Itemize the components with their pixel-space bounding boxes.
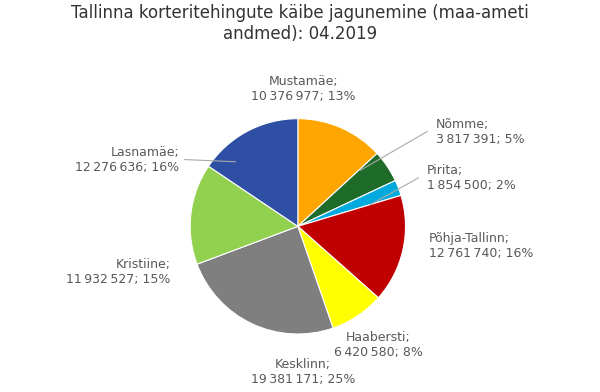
Wedge shape bbox=[298, 195, 406, 298]
Wedge shape bbox=[190, 166, 298, 264]
Wedge shape bbox=[298, 226, 379, 328]
Wedge shape bbox=[209, 119, 298, 226]
Wedge shape bbox=[298, 119, 377, 226]
Text: Lasnamäe;
12 276 636; 16%: Lasnamäe; 12 276 636; 16% bbox=[75, 145, 179, 174]
Text: Mustamäe;
10 376 977; 13%: Mustamäe; 10 376 977; 13% bbox=[251, 74, 355, 103]
Text: Pirita;
1 854 500; 2%: Pirita; 1 854 500; 2% bbox=[427, 164, 516, 192]
Wedge shape bbox=[298, 181, 401, 226]
Text: Haabersti;
6 420 580; 8%: Haabersti; 6 420 580; 8% bbox=[334, 331, 423, 359]
Wedge shape bbox=[298, 153, 395, 226]
Title: Tallinna korteritehingute käibe jagunemine (maa-ameti
andmed): 04.2019: Tallinna korteritehingute käibe jagunemi… bbox=[71, 4, 529, 43]
Text: Nõmme;
3 817 391; 5%: Nõmme; 3 817 391; 5% bbox=[436, 118, 524, 145]
Text: Põhja-Tallinn;
12 761 740; 16%: Põhja-Tallinn; 12 761 740; 16% bbox=[429, 232, 533, 260]
Wedge shape bbox=[197, 226, 333, 334]
Text: Kesklinn;
19 381 171; 25%: Kesklinn; 19 381 171; 25% bbox=[251, 358, 355, 386]
Text: Kristiine;
11 932 527; 15%: Kristiine; 11 932 527; 15% bbox=[67, 258, 171, 285]
